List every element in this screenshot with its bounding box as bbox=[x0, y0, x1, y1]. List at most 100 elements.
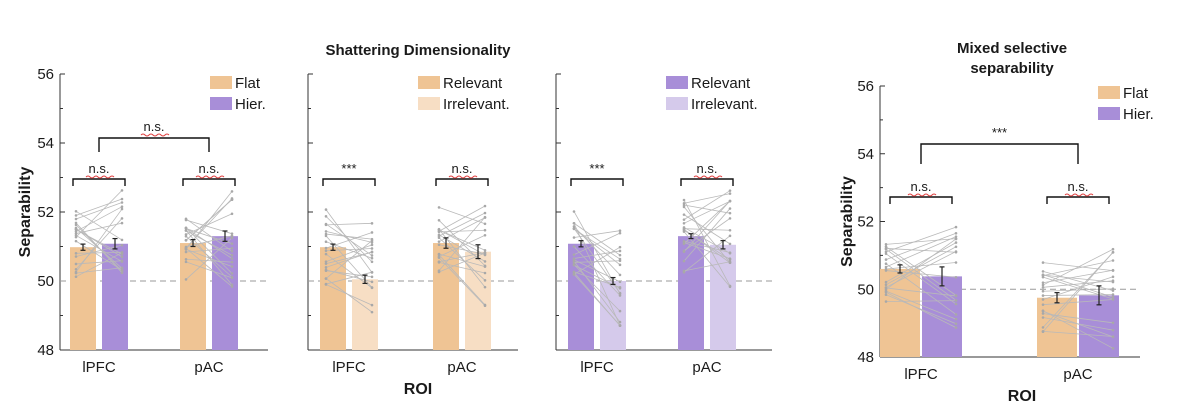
chart3-y-tick-label: 54 bbox=[857, 146, 874, 163]
subject-point bbox=[954, 231, 958, 235]
chart0-y-tick-label: 52 bbox=[37, 204, 54, 221]
chart0-legend-label: Hier. bbox=[235, 96, 266, 113]
subject-line bbox=[885, 290, 957, 320]
subject-point bbox=[370, 231, 374, 234]
subject-point bbox=[728, 192, 732, 195]
subject-point bbox=[230, 236, 234, 240]
subject-point bbox=[572, 273, 576, 276]
subject-point bbox=[184, 245, 188, 249]
chart2-subject-lines-lpfc bbox=[572, 210, 622, 328]
subject-line bbox=[185, 199, 233, 241]
subject-point bbox=[618, 320, 622, 324]
subject-point bbox=[954, 322, 958, 325]
subject-line bbox=[573, 260, 621, 323]
subject-point bbox=[682, 221, 686, 225]
subject-point bbox=[324, 240, 328, 244]
subject-point bbox=[728, 251, 732, 255]
subject-point bbox=[1111, 247, 1115, 251]
subject-point bbox=[682, 259, 686, 263]
chart3-title-line: Mixed selective bbox=[957, 40, 1067, 57]
subject-point bbox=[572, 263, 576, 266]
chart0-bar-hier-pac bbox=[212, 236, 238, 350]
subject-point bbox=[370, 275, 374, 279]
subject-point bbox=[120, 221, 124, 225]
subject-point bbox=[954, 241, 958, 244]
subject-line bbox=[185, 248, 233, 287]
subject-point bbox=[483, 248, 487, 252]
chart3-sig-label: n.s. bbox=[911, 179, 932, 194]
subject-point bbox=[437, 261, 441, 264]
chart2-legend-swatch bbox=[666, 76, 688, 89]
subject-line bbox=[885, 291, 957, 328]
subject-point bbox=[184, 260, 188, 264]
subject-line bbox=[438, 229, 486, 233]
subject-point bbox=[483, 271, 487, 275]
chart0-bar-flat-lpfc bbox=[70, 247, 96, 350]
subject-line bbox=[438, 205, 486, 232]
subject-point bbox=[1041, 294, 1045, 297]
subject-line bbox=[683, 261, 731, 272]
chart2-legend-label: Relevant bbox=[691, 75, 751, 92]
subject-line bbox=[438, 229, 486, 251]
subject-point bbox=[324, 252, 328, 256]
subject-point bbox=[184, 257, 188, 261]
subject-line bbox=[885, 242, 957, 283]
chart0-spell-underline bbox=[195, 175, 225, 179]
subject-line bbox=[185, 235, 233, 278]
subject-point bbox=[618, 253, 622, 257]
chart3-category-label: pAC bbox=[1063, 366, 1092, 383]
subject-point bbox=[618, 249, 622, 253]
subject-line bbox=[75, 240, 123, 271]
subject-point bbox=[1041, 303, 1045, 306]
subject-point bbox=[230, 272, 234, 275]
subject-line bbox=[325, 209, 373, 273]
subject-line bbox=[683, 231, 731, 288]
subject-point bbox=[324, 266, 328, 269]
subject-point bbox=[728, 257, 732, 260]
subject-point bbox=[682, 270, 686, 274]
subject-point bbox=[120, 207, 124, 211]
chart1-spell-underline bbox=[448, 175, 478, 179]
subject-line bbox=[75, 208, 123, 273]
subject-line bbox=[325, 270, 373, 278]
subject-point bbox=[120, 189, 124, 192]
subject-line bbox=[683, 200, 731, 252]
subject-point bbox=[728, 260, 732, 264]
subject-point bbox=[74, 221, 78, 225]
subject-point bbox=[1111, 289, 1115, 292]
subject-point bbox=[728, 207, 732, 210]
subject-point bbox=[682, 205, 686, 209]
subject-line bbox=[573, 246, 621, 275]
subject-line bbox=[1042, 269, 1114, 284]
chart0-subject-lines-lpfc bbox=[74, 189, 124, 278]
subject-point bbox=[483, 204, 487, 208]
subject-point bbox=[184, 247, 188, 251]
subject-line bbox=[683, 200, 731, 224]
subject-point bbox=[324, 269, 328, 272]
subject-line bbox=[75, 190, 123, 238]
subject-point bbox=[884, 290, 888, 294]
subject-point bbox=[618, 273, 622, 277]
subject-line bbox=[1042, 260, 1114, 277]
subject-line bbox=[683, 228, 731, 231]
subject-point bbox=[74, 255, 78, 258]
chart3-sig-label: n.s. bbox=[1068, 179, 1089, 194]
subject-point bbox=[184, 278, 188, 281]
subject-point bbox=[437, 236, 441, 240]
subject-point bbox=[682, 230, 686, 233]
subject-point bbox=[324, 262, 328, 265]
subject-point bbox=[370, 254, 374, 257]
subject-point bbox=[184, 238, 188, 242]
chart0-between-label: n.s. bbox=[144, 119, 165, 134]
subject-line bbox=[75, 251, 123, 254]
subject-line bbox=[185, 237, 233, 280]
subject-line bbox=[325, 232, 373, 249]
subject-point bbox=[483, 285, 487, 289]
subject-line bbox=[683, 218, 731, 252]
chart3-bar-hier-pac bbox=[1079, 295, 1119, 357]
chart3-y-tick-label: 48 bbox=[857, 349, 874, 366]
subject-point bbox=[370, 260, 374, 264]
subject-line bbox=[573, 260, 621, 263]
subject-point bbox=[954, 250, 958, 253]
